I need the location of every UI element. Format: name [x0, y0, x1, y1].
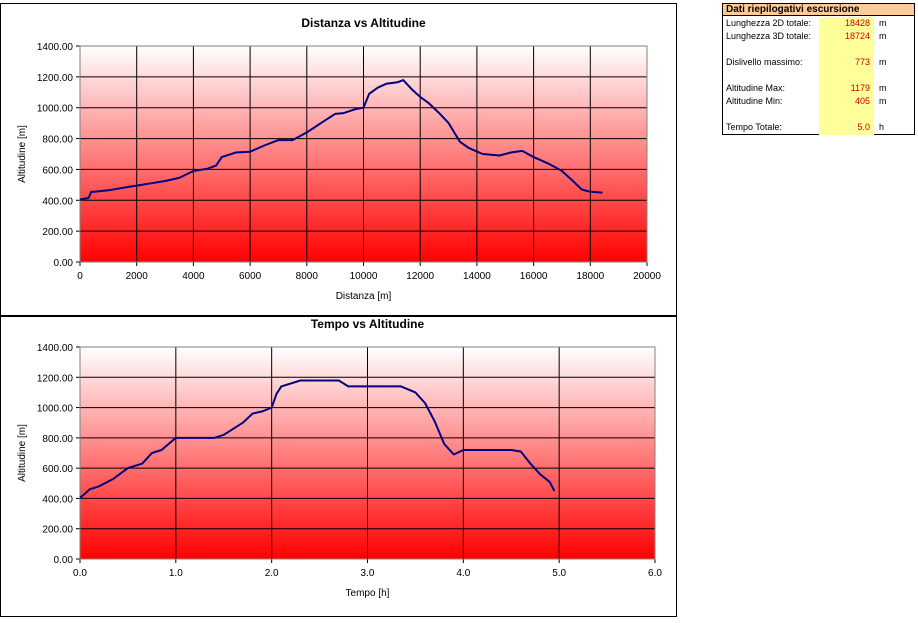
summary-title: Dati riepilogativi escursione — [723, 4, 914, 16]
summary-unit: m — [879, 96, 887, 106]
summary-label: Dislivello massimo: — [726, 57, 803, 67]
y-tick-label: 800.00 — [42, 434, 73, 445]
y-axis-label: Altitudine [m] — [17, 424, 28, 482]
summary-row: Dislivello massimo: 773 m — [723, 57, 914, 68]
summary-label: Altitudine Max: — [726, 83, 786, 93]
summary-value-column — [819, 17, 874, 135]
summary-label: Lunghezza 3D totale: — [726, 31, 812, 41]
x-tick-label: 14000 — [463, 271, 491, 282]
plot-border — [79, 45, 648, 263]
y-tick-label: 200.00 — [42, 525, 73, 536]
y-tick-label: 800.00 — [42, 135, 73, 146]
summary-label: Lunghezza 2D totale: — [726, 18, 812, 28]
summary-value: 1179 — [850, 83, 870, 93]
time-altitude-chart: 0.0 1.0 2.0 3.0 4.0 5.0 6.0 0.00 200.00 400.00 600… — [0, 316, 677, 617]
y-tick-label: 200.00 — [42, 227, 73, 238]
summary-unit: m — [879, 18, 887, 28]
summary-unit: m — [879, 31, 887, 41]
y-tick-label: 1000.00 — [37, 104, 74, 115]
summary-value: 18724 — [844, 31, 870, 41]
x-tick-label: 10000 — [350, 271, 378, 282]
x-tick-label: 8000 — [296, 271, 319, 282]
summary-label: Tempo Totale: — [726, 122, 782, 132]
altitude-series-line — [79, 379, 556, 499]
x-tick-label: 16000 — [520, 271, 548, 282]
summary-unit: m — [879, 83, 887, 93]
x-tick-label: 6.0 — [648, 568, 662, 579]
summary-row: Tempo Totale: 5.0 h — [723, 122, 914, 133]
chart-title: Tempo vs Altitudine — [311, 317, 425, 331]
y-tick-label: 1000.00 — [37, 404, 74, 415]
x-tick-label: 3.0 — [361, 568, 375, 579]
summary-unit: h — [879, 122, 885, 132]
summary-row: Lunghezza 2D totale: 18428 m — [723, 18, 914, 29]
y-tick-label: 1200.00 — [37, 373, 74, 384]
summary-unit: m — [879, 57, 887, 67]
x-axis-label: Tempo [h] — [346, 588, 390, 599]
summary-row: Lunghezza 3D totale: 18724 m — [723, 31, 914, 42]
x-tick-label: 20000 — [633, 271, 661, 282]
time-altitude-chart-svg: 0.0 1.0 2.0 3.0 4.0 5.0 6.0 0.00 200.00 400.00 600… — [17, 317, 662, 599]
x-tick-label: 2.0 — [265, 568, 279, 579]
y-tick-label: 400.00 — [42, 196, 73, 207]
x-tick-label: 0.0 — [73, 568, 87, 579]
summary-row: Altitudine Max: 1179 m — [723, 83, 914, 94]
distance-altitude-chart-svg: 0 2000 4000 6000 8000 10000 12000 14000 16000 180… — [17, 16, 661, 302]
y-tick-label: 0.00 — [54, 258, 74, 269]
x-tick-label: 12000 — [406, 271, 434, 282]
y-tick-label: 1400.00 — [37, 343, 74, 354]
distance-altitude-chart: 0 2000 4000 6000 8000 10000 12000 14000 16000 180… — [0, 3, 677, 316]
summary-value: 405 — [854, 96, 870, 106]
summary-value: 5.0 — [857, 122, 870, 132]
chart-title: Distanza vs Altitudine — [301, 16, 426, 30]
y-axis-label: Altitudine [m] — [17, 125, 28, 183]
y-tick-label: 1400.00 — [37, 42, 74, 53]
y-tick-label: 400.00 — [42, 494, 73, 505]
summary-label: Altitudine Min: — [726, 96, 783, 106]
altitude-series-line — [79, 79, 603, 201]
x-tick-label: 4000 — [182, 271, 205, 282]
x-tick-label: 0 — [77, 271, 83, 282]
x-tick-label: 18000 — [576, 271, 604, 282]
summary-table: Dati riepilogativi escursione Lunghezza … — [722, 3, 915, 135]
x-tick-label: 2000 — [126, 271, 149, 282]
y-tick-label: 0.00 — [54, 555, 74, 566]
x-axis-label: Distanza [m] — [336, 291, 392, 302]
y-tick-label: 600.00 — [42, 464, 73, 475]
summary-value: 18428 — [844, 18, 870, 28]
x-tick-label: 1.0 — [169, 568, 183, 579]
y-tick-label: 600.00 — [42, 165, 73, 176]
summary-value: 773 — [854, 57, 870, 67]
x-tick-label: 6000 — [239, 271, 262, 282]
x-tick-label: 4.0 — [456, 568, 470, 579]
summary-row: Altitudine Min: 405 m — [723, 96, 914, 107]
plot-border — [79, 346, 656, 560]
x-tick-label: 5.0 — [552, 568, 566, 579]
y-tick-label: 1200.00 — [37, 73, 74, 84]
